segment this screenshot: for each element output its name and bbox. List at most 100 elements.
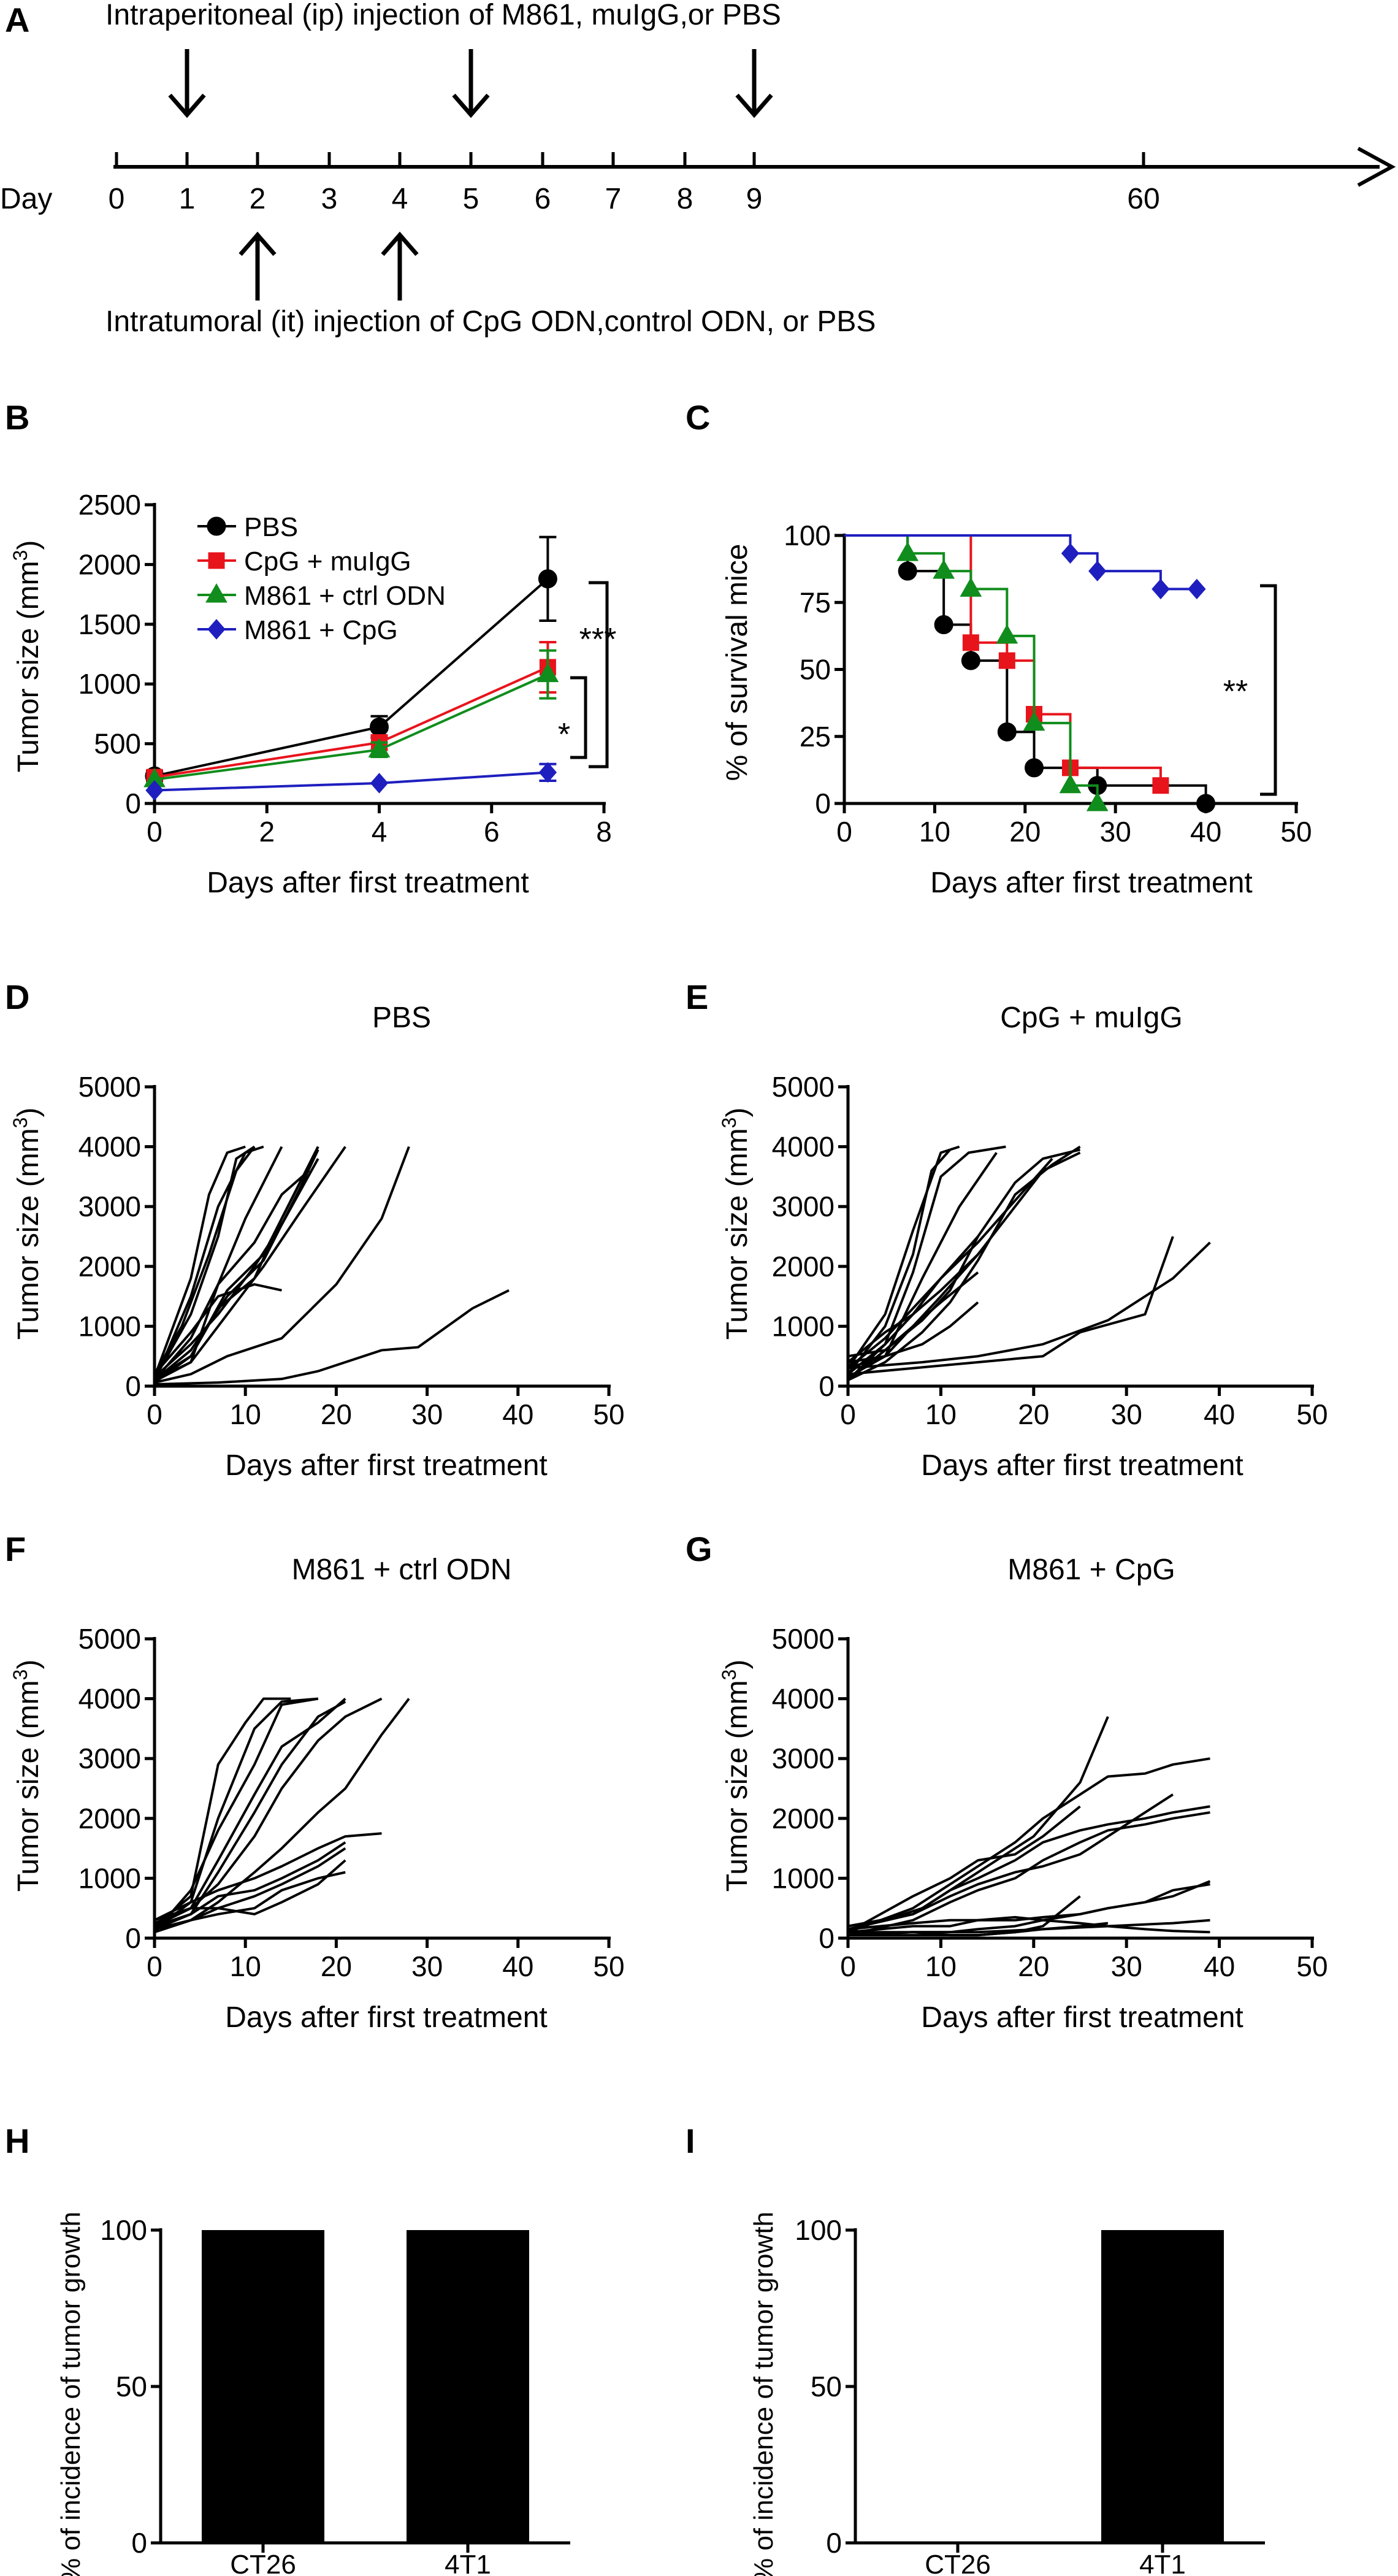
e-y-tick-label: 5000: [772, 1071, 835, 1103]
d-chart-title: PBS: [372, 1002, 431, 1034]
g-y-tick-label: 3000: [772, 1742, 835, 1774]
b-y-tick-label: 1500: [78, 608, 141, 640]
f-tumor-curve-1: [153, 1697, 318, 1930]
d-y-tick-label: 3000: [78, 1190, 141, 1222]
f-tumor-curve-3: [154, 1698, 346, 1922]
timeline-tick-label-day-3: 3: [321, 183, 338, 215]
d-y-tick-label: 1000: [78, 1310, 141, 1342]
d-tumor-curve-13: [154, 1289, 510, 1386]
b-data-point: [537, 662, 559, 683]
d-tumor-curve-10: [154, 1146, 346, 1382]
panel-letter-d: D: [5, 978, 29, 1016]
f-y-tick-label: 1000: [78, 1862, 141, 1894]
e-x-tick-label: 20: [1018, 1398, 1049, 1430]
day-label: Day: [0, 183, 52, 215]
f-x-tick-label: 50: [593, 1950, 624, 1982]
e-y-axis-label: Tumor size (mm3): [718, 1108, 754, 1340]
timeline-tick-label-day-60: 60: [1127, 183, 1159, 215]
panel-d-pbs: D PBS Tumor size (mm3) Days after first …: [5, 978, 625, 1482]
d-tumor-curve-12: [154, 1146, 410, 1384]
b-x-tick-label: 2: [259, 816, 275, 848]
g-y-tick-label: 2000: [772, 1803, 835, 1834]
g-y-axis-label: Tumor size (mm3): [718, 1660, 754, 1892]
g-chart-title: M861 + CpG: [1007, 1554, 1175, 1586]
c-data-point: [961, 651, 980, 670]
timeline-tick-label-day-6: 6: [535, 183, 551, 215]
c-data-point: [1025, 758, 1044, 778]
timeline-tick-label-day-9: 9: [746, 183, 763, 215]
f-y-axis-label: Tumor size (mm3): [9, 1660, 45, 1892]
ip-arrow-day-9: [735, 49, 773, 118]
e-tumor-curve-0: [847, 1145, 960, 1369]
g-x-tick-label: 30: [1111, 1950, 1142, 1982]
ip-arrow-day-1: [168, 49, 206, 118]
g-y-tick-label: 0: [819, 1922, 835, 1954]
c-data-point: [997, 722, 1017, 742]
h-y-tick-label: 0: [131, 2527, 147, 2559]
b-y-tick-label: 2000: [78, 548, 141, 580]
c-survival-curve-0: [844, 534, 1207, 803]
timeline-tick-label-day-1: 1: [179, 183, 196, 215]
e-x-tick-label: 10: [925, 1398, 957, 1430]
b-legend-label-3: M861 + CpG: [244, 615, 398, 645]
f-y-tick-label: 5000: [78, 1623, 141, 1655]
d-tumor-curve-2: [153, 1145, 256, 1380]
d-y-tick-label: 4000: [78, 1131, 141, 1163]
c-data-point: [1023, 711, 1045, 731]
h-category-label: CT26: [230, 2550, 296, 2576]
f-x-axis-label: Days after first treatment: [225, 2001, 548, 2034]
b-x-tick-label: 8: [596, 816, 612, 848]
it-injection-label: Intratumoral (it) injection of CpG ODN,c…: [105, 305, 876, 338]
panel-letter-b: B: [5, 398, 29, 437]
b-x-tick-label: 0: [147, 816, 162, 848]
d-tumor-curve-9: [154, 1170, 310, 1382]
f-x-tick-label: 20: [321, 1950, 352, 1982]
f-x-tick-label: 0: [147, 1950, 162, 1982]
b-y-tick-label: 2500: [78, 489, 141, 521]
e-x-tick-label: 30: [1111, 1398, 1142, 1430]
f-chart-title: M861 + ctrl ODN: [292, 1554, 512, 1586]
ip-arrow-day-5: [452, 49, 490, 118]
c-data-point: [933, 559, 955, 579]
d-x-tick-label: 30: [411, 1398, 443, 1430]
i-category-label: CT26: [925, 2550, 991, 2576]
i-bar-4t1: [1101, 2230, 1224, 2543]
c-data-point: [1196, 794, 1216, 813]
g-y-tick-label: 4000: [772, 1683, 835, 1715]
it-arrow-day-4: [381, 231, 419, 301]
c-y-tick-label: 0: [815, 788, 831, 819]
b-legend-label-1: CpG + muIgG: [244, 546, 411, 577]
panel-b-tumor-growth: B Tumor size (mm3) Days after first trea…: [5, 398, 616, 899]
panel-letter-c: C: [686, 398, 710, 437]
h-y-axis-label: % of incidence of tumor growth: [56, 2212, 86, 2576]
c-y-tick-label: 100: [784, 519, 831, 551]
panel-letter-f: F: [5, 1530, 26, 1568]
c-y-axis-label: % of survival mice: [721, 544, 754, 781]
c-data-point: [898, 561, 917, 581]
panel-letter-e: E: [686, 978, 708, 1016]
c-data-point: [960, 577, 982, 597]
panel-g-m861-cpg: G M861 + CpG Tumor size (mm3) Days after…: [686, 1530, 1328, 2034]
g-y-tick-label: 1000: [772, 1862, 835, 1894]
b-y-tick-label: 1000: [78, 668, 141, 700]
c-data-point: [1061, 543, 1080, 564]
b-x-tick-label: 6: [484, 816, 500, 848]
c-x-tick-label: 40: [1190, 816, 1221, 848]
d-y-tick-label: 0: [125, 1370, 141, 1402]
c-x-tick-label: 0: [836, 816, 852, 848]
c-data-point: [996, 624, 1018, 644]
c-x-tick-label: 20: [1009, 816, 1041, 848]
d-y-tick-label: 5000: [78, 1071, 141, 1103]
e-y-tick-label: 3000: [772, 1190, 835, 1222]
g-x-tick-label: 10: [925, 1950, 957, 1982]
c-data-point: [1188, 578, 1206, 600]
i-y-tick-label: 100: [795, 2214, 842, 2246]
panel-a-timeline: A Intraperitoneal (ip) injection of M861…: [0, 0, 1396, 338]
h-bar-ct26: [202, 2230, 324, 2543]
d-x-tick-label: 40: [502, 1398, 533, 1430]
b-annotation-single-star: *: [558, 717, 570, 753]
f-y-tick-label: 3000: [78, 1742, 141, 1774]
f-y-tick-label: 4000: [78, 1683, 141, 1715]
panel-i-incidence: I % of incidence of tumor growth 0 50 100 C…: [686, 2122, 1265, 2576]
i-y-tick-label: 0: [826, 2527, 842, 2559]
